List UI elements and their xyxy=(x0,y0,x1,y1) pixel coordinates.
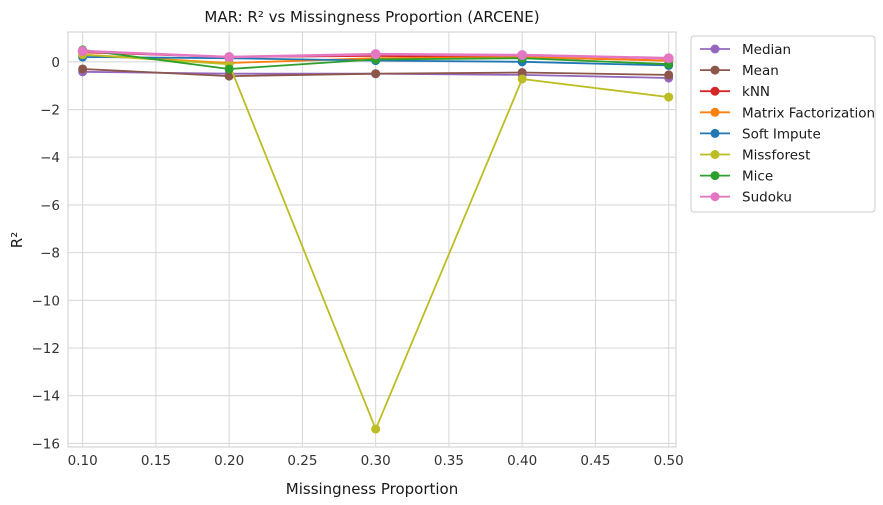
legend-marker xyxy=(710,65,720,75)
x-tick-label: 0.20 xyxy=(214,453,244,469)
x-tick-label: 0.35 xyxy=(434,453,464,469)
x-tick-label: 0.30 xyxy=(361,453,391,469)
data-point-mean xyxy=(664,70,674,80)
x-tick-label: 0.25 xyxy=(287,453,317,469)
x-tick-label: 0.50 xyxy=(654,453,684,469)
y-tick-label: −6 xyxy=(40,198,60,214)
legend-marker xyxy=(710,150,720,159)
series-sudoku xyxy=(77,46,674,64)
x-axis-title: Missingness Proportion xyxy=(286,480,458,498)
legend-item-soft-impute: Soft Impute xyxy=(700,126,821,142)
data-point-missforest xyxy=(517,74,527,84)
x-tick-label: 0.15 xyxy=(141,453,171,469)
legend-label: Soft Impute xyxy=(742,126,821,142)
legend-item-mice: Mice xyxy=(700,169,773,185)
legend-item-sudoku: Sudoku xyxy=(700,190,792,206)
legend-label: Missforest xyxy=(742,148,810,164)
data-point-sudoku xyxy=(77,46,88,57)
data-point-sudoku xyxy=(224,52,235,63)
data-point-mean xyxy=(517,68,527,78)
y-tick-label: −12 xyxy=(32,341,61,357)
legend-marker xyxy=(710,107,720,117)
legend: Median Mean kNN Matrix Factorization Soft Im… xyxy=(690,35,876,213)
series-lines xyxy=(77,45,674,434)
legend-label: Median xyxy=(742,42,791,58)
legend-item-missforest: Missforest xyxy=(700,148,810,164)
series-missforest xyxy=(78,50,674,434)
legend-item-knn: kNN xyxy=(700,84,770,100)
y-tick-label: 0 xyxy=(51,55,60,71)
legend-marker xyxy=(710,86,720,96)
x-tick-label: 0.40 xyxy=(507,453,537,469)
legend-marker xyxy=(710,44,720,54)
data-point-sudoku xyxy=(370,49,381,60)
chart-title: MAR: R² vs Missingness Proportion (ARCEN… xyxy=(204,8,539,26)
x-tick-label: 0.45 xyxy=(580,453,610,469)
y-tick-label: −8 xyxy=(40,246,60,262)
series-mean xyxy=(78,64,674,81)
legend-marker xyxy=(710,128,720,138)
y-tick-label: −16 xyxy=(32,436,61,452)
y-tick-label: −2 xyxy=(40,103,60,119)
legend-label: Matrix Factorization xyxy=(742,105,875,121)
data-point-mean xyxy=(371,69,381,79)
data-point-mean xyxy=(224,71,234,81)
data-point-missforest xyxy=(371,424,381,434)
legend-label: Mean xyxy=(742,63,779,79)
y-tick-label: −14 xyxy=(32,389,61,405)
data-point-mean xyxy=(78,64,88,74)
legend-box xyxy=(690,35,876,213)
plot-area xyxy=(67,31,677,448)
data-point-missforest xyxy=(664,92,674,102)
legend-label: Mice xyxy=(742,169,773,185)
legend-marker xyxy=(710,192,720,202)
legend-label: Sudoku xyxy=(742,190,792,206)
grid-lines xyxy=(68,32,676,447)
data-point-sudoku xyxy=(517,50,528,61)
y-tick-labels: 0 −2 −4 −6 −8 −10 −12 −14 −16 xyxy=(32,55,61,453)
legend-item-matrix-factorization: Matrix Factorization xyxy=(700,105,875,121)
legend-item-mean: Mean xyxy=(700,63,779,79)
legend-item-median: Median xyxy=(700,42,791,58)
y-tick-label: −10 xyxy=(32,293,61,309)
data-point-mice xyxy=(224,64,234,74)
legend-label: kNN xyxy=(742,84,770,100)
x-tick-labels: 0.10 0.15 0.20 0.25 0.30 0.35 0.40 0.45 0.50 xyxy=(68,453,684,469)
data-point-sudoku xyxy=(663,53,674,64)
x-tick-label: 0.10 xyxy=(68,453,98,469)
y-axis-title: R² xyxy=(8,232,26,248)
y-tick-label: −4 xyxy=(40,150,60,166)
legend-marker xyxy=(710,171,720,181)
